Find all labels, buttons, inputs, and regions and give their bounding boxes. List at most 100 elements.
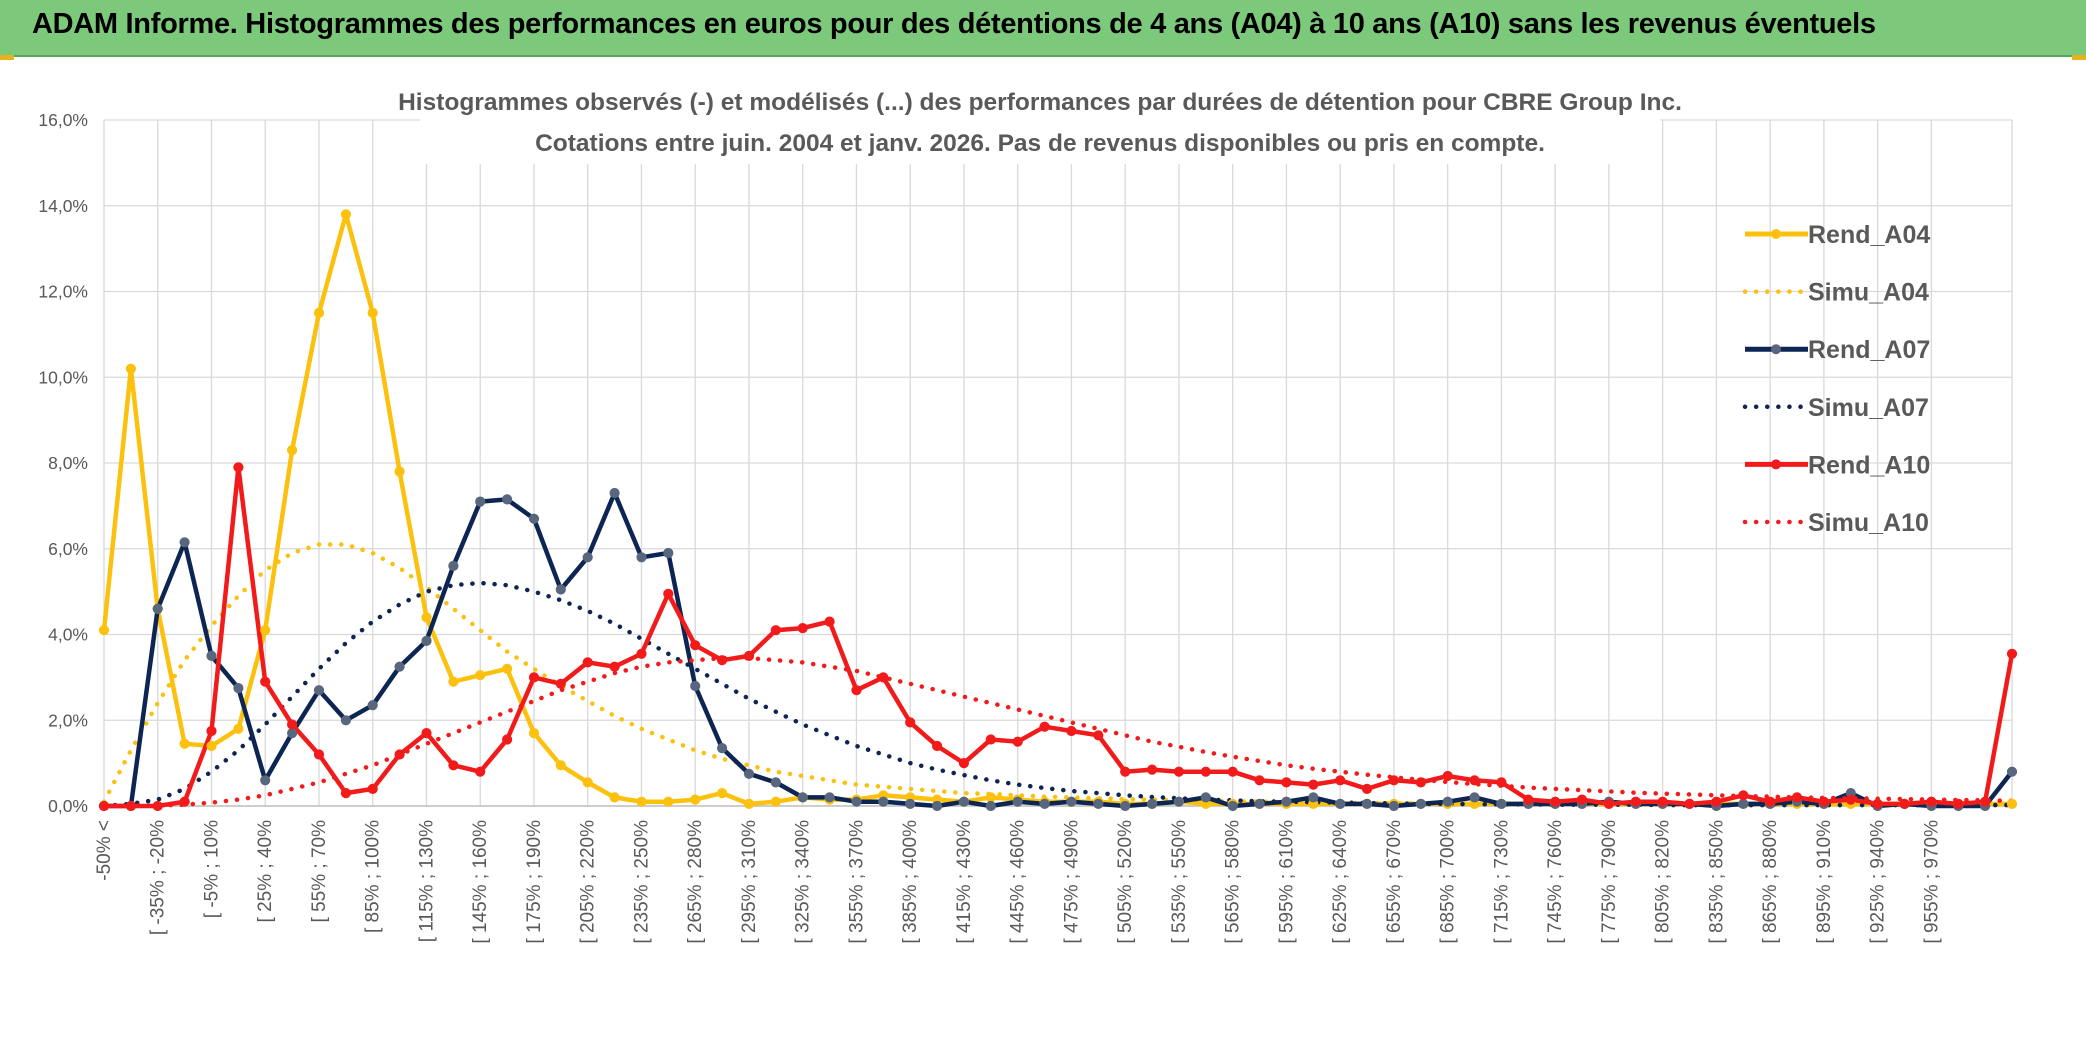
point-rend_a07 xyxy=(958,796,970,807)
point-rend_a07 xyxy=(851,796,862,807)
point-rend_a07 xyxy=(1415,798,1426,810)
point-rend_a04 xyxy=(502,663,513,674)
point-rend_a10 xyxy=(824,616,835,627)
legend-marker xyxy=(1771,229,1781,239)
corner-mark-right xyxy=(2072,55,2086,60)
point-rend_a10 xyxy=(1872,798,1883,810)
x-tick-label: [ 85% ; 100% xyxy=(363,820,384,933)
legend-label: Simu_A10 xyxy=(1808,509,1929,537)
x-tick-label: [ 415% ; 430% xyxy=(954,820,975,944)
point-rend_a07 xyxy=(1039,798,1050,810)
point-rend_a04 xyxy=(367,307,378,318)
point-rend_a07 xyxy=(233,683,244,694)
x-tick-label: [ 115% ; 130% xyxy=(416,820,437,942)
point-rend_a10 xyxy=(1227,766,1238,777)
point-rend_a07 xyxy=(1335,798,1346,810)
x-tick-label: [ -5% ; 10% xyxy=(201,820,222,918)
x-tick-label: [ 385% ; 400% xyxy=(900,820,921,944)
point-rend_a07 xyxy=(582,552,593,563)
page-title: ADAM Informe. Histogrammes des performan… xyxy=(32,8,1876,40)
legend: Rend_A04 Simu_A04 Rend_A07 Simu_A07 Rend_A10… xyxy=(1742,221,1930,537)
point-rend_a07 xyxy=(1066,796,1077,807)
point-rend_a10 xyxy=(1523,794,1534,805)
x-tick-label: [ 475% ; 490% xyxy=(1061,820,1082,944)
y-tick-label: 6,0% xyxy=(48,539,88,559)
point-rend_a04 xyxy=(690,794,701,805)
y-tick-label: 16,0% xyxy=(38,110,88,130)
point-rend_a10 xyxy=(1684,798,1695,810)
point-rend_a10 xyxy=(1657,796,1668,807)
point-rend_a07 xyxy=(797,792,808,803)
point-rend_a04 xyxy=(421,612,432,623)
x-tick-label: [ 565% ; 580% xyxy=(1223,820,1244,944)
x-tick-label: -50% < xyxy=(94,820,115,881)
point-rend_a07 xyxy=(663,547,674,559)
point-rend_a10 xyxy=(985,734,996,745)
point-rend_a04 xyxy=(2006,798,2018,810)
x-tick-label: [ 325% ; 340% xyxy=(793,820,814,944)
point-rend_a04 xyxy=(287,445,298,456)
x-tick-label: [ 235% ; 250% xyxy=(631,820,652,944)
point-rend_a07 xyxy=(824,792,835,803)
x-tick-label: [ 865% ; 880% xyxy=(1760,820,1781,944)
point-rend_a10 xyxy=(179,796,190,807)
point-rend_a10 xyxy=(367,783,378,795)
series-line-rend_a04 xyxy=(101,212,2012,807)
y-tick-label: 12,0% xyxy=(38,282,88,302)
point-rend_a10 xyxy=(905,717,916,728)
y-tick-label: 0,0% xyxy=(48,796,88,816)
x-tick-label: [ -35% ; -20% xyxy=(148,820,169,935)
point-rend_a10 xyxy=(851,685,862,696)
point-rend_a07 xyxy=(448,560,459,572)
x-axis: -50% < [ -35% ; -20% [ -5% ; 10% [ 25% ; 40… xyxy=(94,805,2012,944)
x-tick-label: [ 835% ; 850% xyxy=(1706,820,1727,944)
point-rend_a07 xyxy=(690,680,701,692)
point-rend_a10 xyxy=(125,800,136,812)
point-rend_a10 xyxy=(1415,777,1426,788)
point-rend_a10 xyxy=(717,655,728,666)
point-rend_a04 xyxy=(313,307,325,318)
point-rend_a04 xyxy=(448,676,459,687)
point-rend_a10 xyxy=(878,672,889,683)
point-rend_a07 xyxy=(1469,792,1480,803)
point-rend_a10 xyxy=(1093,730,1104,741)
point-rend_a04 xyxy=(260,625,271,636)
point-rend_a07 xyxy=(1361,798,1373,810)
x-tick-label: [ 595% ; 610% xyxy=(1276,820,1297,944)
point-rend_a07 xyxy=(932,800,943,812)
point-rend_a07 xyxy=(743,768,755,779)
point-rend_a10 xyxy=(1173,766,1185,777)
point-rend_a10 xyxy=(1765,796,1776,807)
point-rend_a04 xyxy=(636,796,647,807)
legend-label: Simu_A04 xyxy=(1808,279,1929,307)
point-rend_a04 xyxy=(770,796,781,807)
point-rend_a04 xyxy=(663,796,674,807)
point-rend_a07 xyxy=(1738,798,1749,810)
point-rend_a10 xyxy=(1120,766,1131,777)
x-tick-label: [ 715% ; 730% xyxy=(1491,820,1512,944)
point-rend_a10 xyxy=(206,725,217,737)
point-rend_a07 xyxy=(878,796,889,807)
point-rend_a07 xyxy=(340,715,351,726)
point-rend_a07 xyxy=(152,603,163,614)
point-rend_a07 xyxy=(555,584,566,595)
point-rend_a04 xyxy=(475,670,486,681)
point-rend_a07 xyxy=(1200,792,1211,803)
point-rend_a10 xyxy=(287,719,298,730)
page-header: ADAM Informe. Histogrammes des performan… xyxy=(0,0,2086,57)
point-rend_a10 xyxy=(475,766,486,777)
x-tick-label: [ 175% ; 190% xyxy=(524,820,545,944)
point-rend_a10 xyxy=(1980,796,1991,807)
point-rend_a10 xyxy=(1603,798,1615,810)
chart-title: Histogrammes observés (-) et modélisés (… xyxy=(398,89,1682,116)
point-rend_a10 xyxy=(932,740,943,752)
point-rend_a04 xyxy=(179,738,190,749)
point-rend_a10 xyxy=(528,672,540,683)
point-rend_a07 xyxy=(2006,766,2018,777)
chart-title-backdrop xyxy=(420,80,1660,164)
point-rend_a07 xyxy=(985,800,996,812)
point-rend_a10 xyxy=(1254,775,1265,786)
point-rend_a07 xyxy=(1496,798,1507,810)
point-rend_a10 xyxy=(1335,775,1346,786)
point-rend_a07 xyxy=(1227,800,1238,812)
